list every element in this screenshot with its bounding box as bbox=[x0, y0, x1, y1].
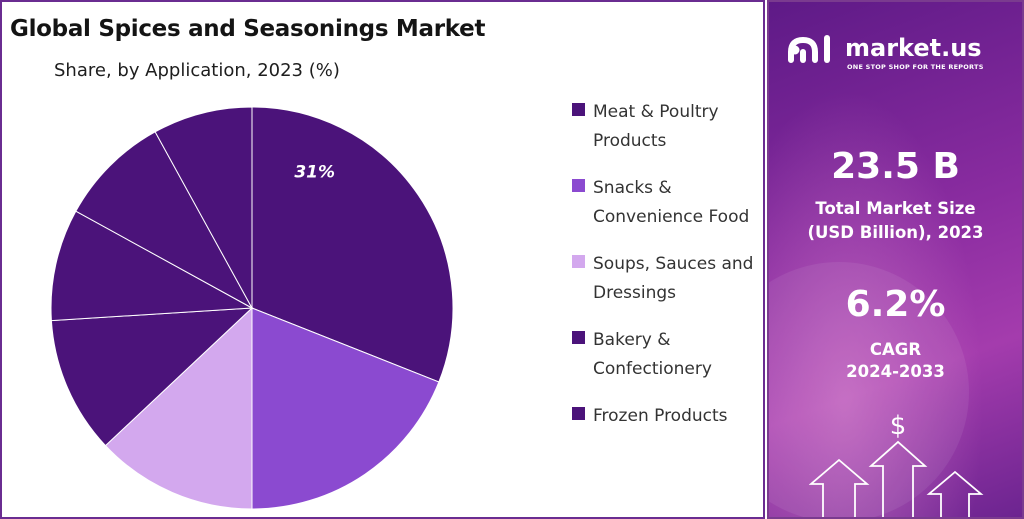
brand: market.us ONE STOP SHOP FOR THE REPORTS bbox=[787, 30, 1012, 74]
legend-swatch bbox=[572, 331, 585, 344]
brand-tagline: ONE STOP SHOP FOR THE REPORTS bbox=[847, 63, 984, 71]
summary-panel: market.us ONE STOP SHOP FOR THE REPORTS … bbox=[767, 0, 1024, 519]
chart-title: Global Spices and Seasonings Market bbox=[10, 16, 486, 42]
data-label-meat-poultry: 31% bbox=[294, 163, 335, 183]
pie-slice-6 bbox=[75, 131, 254, 310]
pie-slice-2 bbox=[251, 307, 440, 510]
cagr-label: CAGR 2024-2033 bbox=[769, 339, 1022, 383]
market-size-label-line1: Total Market Size bbox=[815, 199, 976, 218]
chart-subtitle: Share, by Application, 2023 (%) bbox=[54, 60, 340, 81]
legend-label: Soups, Sauces and Dressings bbox=[593, 254, 754, 303]
cagr-label-line2: 2024-2033 bbox=[846, 362, 945, 381]
pie-slice-4 bbox=[50, 307, 254, 447]
market-us-logo-icon bbox=[788, 35, 830, 63]
market-size-label: Total Market Size (USD Billion), 2023 bbox=[769, 197, 1022, 245]
market-size-label-line2: (USD Billion), 2023 bbox=[807, 223, 984, 242]
pie-slice-5 bbox=[50, 210, 254, 322]
legend-swatch bbox=[572, 255, 585, 268]
legend-swatch bbox=[572, 407, 585, 420]
legend-label: Meat & Poultry Products bbox=[593, 102, 719, 151]
legend-swatch bbox=[572, 103, 585, 116]
legend-swatch bbox=[572, 179, 585, 192]
brand-name: market.us bbox=[845, 34, 982, 62]
pie-slice-3 bbox=[104, 306, 253, 510]
market-size-value: 23.5 B bbox=[831, 146, 960, 187]
growth-arrows-icon: $ bbox=[809, 411, 984, 517]
legend-label: Snacks & Convenience Food bbox=[593, 178, 750, 227]
legend-label: Bakery & Confectionery bbox=[593, 330, 712, 379]
chart-panel: Global Spices and Seasonings Market Shar… bbox=[0, 0, 765, 519]
cagr-value: 6.2% bbox=[845, 284, 946, 325]
pie-slice-1 bbox=[251, 106, 454, 383]
pie-chart: 31% bbox=[50, 106, 454, 510]
legend-label: Frozen Products bbox=[593, 406, 728, 426]
pie-slice-7 bbox=[154, 106, 253, 309]
dollar-icon: $ bbox=[890, 411, 907, 441]
cagr-label-line1: CAGR bbox=[869, 340, 922, 359]
